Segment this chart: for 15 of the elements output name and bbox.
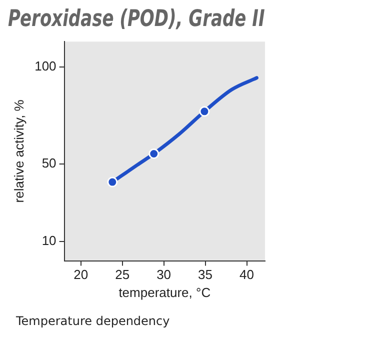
x-tick-label: 40: [240, 267, 254, 282]
point: [148, 148, 160, 159]
x-tick-label: 30: [156, 267, 172, 282]
x-tick-label: 35: [198, 267, 213, 282]
y-tick-label: 10: [42, 232, 56, 248]
y-axis-title: relative activity, %: [11, 99, 26, 203]
x-axis-title: temperature, °C: [118, 284, 211, 300]
x-tick-label: 20: [74, 267, 88, 282]
text: Temperature dependency: [16, 314, 170, 328]
point: [199, 106, 210, 117]
y-tick-label: 50: [42, 155, 56, 170]
chart-title: Peroxidase (POD), Grade II: [8, 4, 266, 32]
y-tick-label: 100: [34, 58, 56, 74]
x-tick-label: 25: [115, 267, 130, 282]
point: [107, 176, 118, 188]
